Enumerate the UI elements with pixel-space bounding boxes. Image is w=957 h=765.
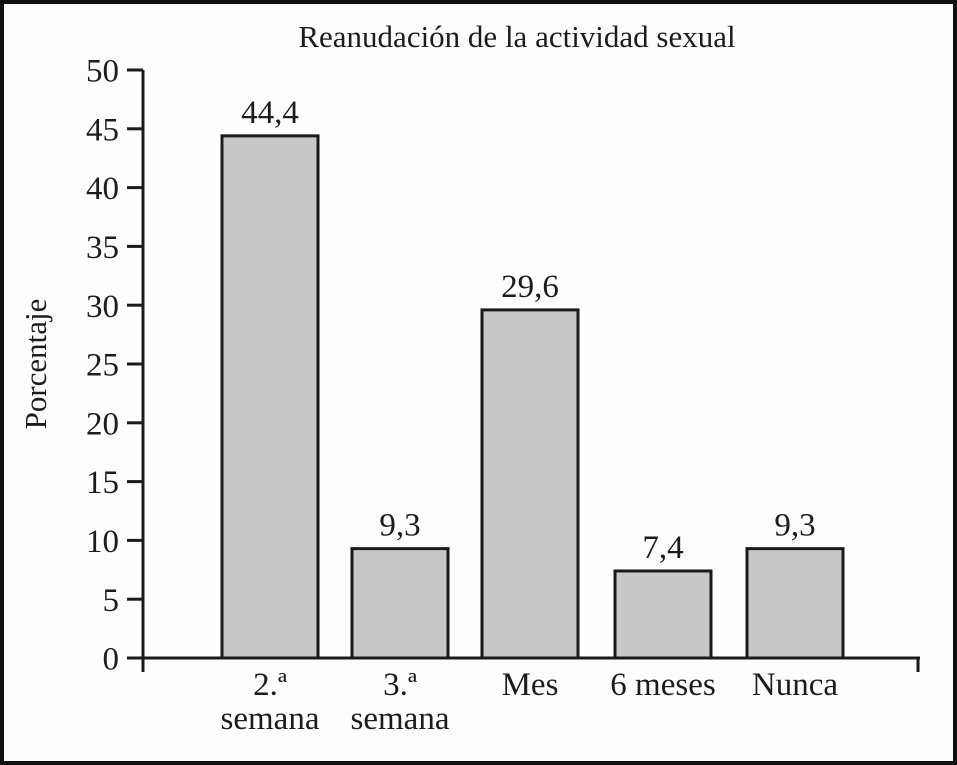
bar-value-label: 44,4: [241, 95, 299, 131]
bar: [613, 569, 713, 660]
bars-group: [220, 134, 845, 660]
bar: [745, 547, 845, 660]
bar-value-label: 9,3: [379, 508, 420, 544]
labels-group: 44,4 9,3 29,6 7,4 9,3 0 5 10 15 20 25 30 35 40 45 50 2.ª…: [86, 54, 838, 737]
y-tick-label: 10: [86, 524, 119, 560]
y-axis-title: Porcentaje: [18, 299, 53, 430]
y-tick-label: 25: [86, 348, 119, 384]
x-category-label: 3.ª: [383, 667, 418, 703]
axes-group: [127, 68, 920, 672]
y-tick-label: 50: [86, 54, 119, 90]
bar: [480, 308, 580, 660]
x-category-label: semana: [351, 701, 450, 737]
x-category-label: 6 meses: [610, 667, 715, 703]
x-category-label: Nunca: [752, 667, 838, 703]
y-tick-label: 35: [86, 230, 119, 266]
y-tick-label: 5: [103, 583, 120, 619]
y-tick-label: 40: [86, 171, 119, 207]
y-tick-label: 45: [86, 112, 119, 148]
y-tick-label: 0: [103, 642, 120, 678]
y-tick-label: 30: [86, 289, 119, 325]
bar-value-label: 9,3: [774, 508, 815, 544]
x-category-label: Mes: [502, 667, 559, 703]
x-category-label: 2.ª: [253, 667, 288, 703]
x-category-label: semana: [221, 701, 320, 737]
bar-value-label: 7,4: [642, 530, 683, 566]
y-tick-label: 15: [86, 465, 119, 501]
bar: [350, 547, 450, 660]
chart-title: Reanudación de la actividad sexual: [298, 19, 735, 54]
y-tick-label: 20: [86, 406, 119, 442]
bar-value-label: 29,6: [501, 269, 559, 305]
bar: [220, 134, 320, 660]
